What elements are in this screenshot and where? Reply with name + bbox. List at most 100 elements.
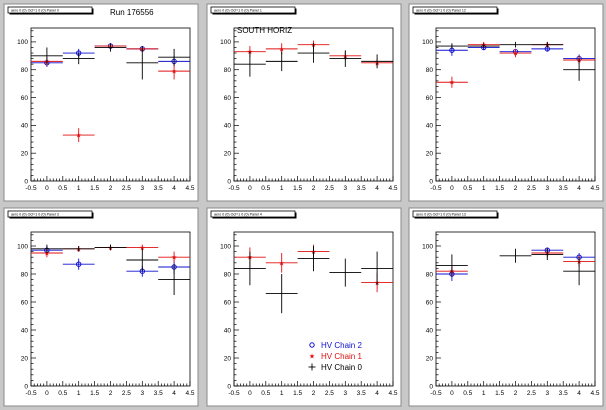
x-tick-label: 0 <box>450 390 454 397</box>
panel-title: aero 0 (0) Oct=1 0 (0) Panel 4 <box>214 212 262 216</box>
x-tick-label: 4.5 <box>590 390 599 397</box>
data-point <box>94 43 127 52</box>
star-marker: ★ <box>171 68 177 76</box>
x-tick-label: 4.5 <box>388 390 397 397</box>
x-tick-label: 4 <box>172 185 176 192</box>
legend-label: HV Chain 1 <box>321 352 362 361</box>
panel-title: aero 0 (0) Oct=1 0 (0) Panel 0 <box>11 8 59 12</box>
x-tick-label: 0.5 <box>463 185 472 192</box>
data-point <box>31 47 63 65</box>
chart-panel-5: aero 0 (0) Oct=1 0 (0) Panel 13-0.5 0 0.5 1… <box>408 207 604 407</box>
panel-title: aero 0 (0) Oct=1 0 (0) Panel 12 <box>416 8 466 12</box>
star-marker: ★ <box>171 254 177 262</box>
x-tick-label: 3 <box>140 185 144 192</box>
x-tick-label: 0 <box>450 185 454 192</box>
panel-title: aero 0 (0) Oct=1 0 (0) Panel 13 <box>416 212 466 216</box>
circle-marker <box>76 261 82 267</box>
x-tick-label: 3.5 <box>559 185 568 192</box>
x-tick-label: 3 <box>343 390 347 397</box>
y-tick-label: 100 <box>422 243 433 250</box>
x-tick-label: 4.5 <box>185 390 194 397</box>
data-point: ★ <box>158 62 190 80</box>
data-point <box>361 251 393 286</box>
star-marker: ★ <box>279 259 285 267</box>
data-point <box>467 43 500 49</box>
x-tick-label: 1 <box>280 390 284 397</box>
x-tick-label: -0.5 <box>228 390 240 397</box>
x-tick-label: -0.5 <box>430 390 442 397</box>
y-tick-label: 80 <box>21 67 29 74</box>
legend-entry: HV Chain 0 <box>308 363 362 372</box>
panel-title: aero 0 (0) Oct=1 0 (0) Panel 3 <box>11 212 59 216</box>
y-tick-label: 80 <box>426 271 434 278</box>
x-tick-label: 3.5 <box>559 390 568 397</box>
x-tick-label: 3.5 <box>154 390 163 397</box>
x-tick-label: 4 <box>172 390 176 397</box>
y-tick-label: 0 <box>227 178 231 185</box>
series-hv-chain-0 <box>234 246 393 314</box>
data-point <box>234 251 266 286</box>
data-point <box>297 43 330 63</box>
data-point <box>62 53 95 65</box>
data-point <box>158 48 190 66</box>
y-tick-label: 20 <box>224 355 232 362</box>
y-tick-label: 0 <box>227 383 231 390</box>
data-point <box>499 41 532 48</box>
x-tick-label: 1.5 <box>90 185 99 192</box>
star-marker: ★ <box>76 132 82 140</box>
data-point <box>31 244 63 253</box>
y-tick-label: 0 <box>429 383 433 390</box>
x-tick-label: 3.5 <box>154 185 163 192</box>
x-tick-label: 4.5 <box>185 185 194 192</box>
x-tick-label: 2 <box>514 390 518 397</box>
star-marker: ★ <box>449 79 455 87</box>
x-tick-label: 3 <box>343 185 347 192</box>
x-tick-label: 2.5 <box>527 390 536 397</box>
panel-frame <box>3 207 199 407</box>
x-tick-label: 1.5 <box>495 390 504 397</box>
x-tick-label: 4 <box>375 185 379 192</box>
x-tick-label: 2.5 <box>122 185 131 192</box>
x-tick-label: 1 <box>280 185 284 192</box>
y-tick-label: 0 <box>24 383 28 390</box>
star-marker: ★ <box>279 45 285 53</box>
star-marker: ★ <box>512 50 518 58</box>
chart-panel-2: aero 0 (0) Oct=1 0 (0) Panel 12-0.5 0 0.5 1… <box>408 3 604 202</box>
y-tick-label: 60 <box>224 95 232 102</box>
data-point <box>436 254 468 277</box>
y-tick-label: 100 <box>422 39 433 46</box>
chart-panel-0: aero 0 (0) Oct=1 0 (0) Panel 0-0.5 0 0.5 1 1… <box>3 3 199 202</box>
x-tick-label: 0 <box>248 390 252 397</box>
x-tick-label: 0 <box>45 390 49 397</box>
y-tick-label: 20 <box>21 355 29 362</box>
legend-star-marker: ★ <box>309 353 315 361</box>
panel-frame <box>206 207 402 407</box>
y-tick-label: 80 <box>224 271 232 278</box>
legend-label: HV Chain 0 <box>321 363 362 372</box>
x-tick-label: 2.5 <box>122 390 131 397</box>
x-tick-label: 2 <box>514 185 518 192</box>
series-hv-chain-0 <box>234 43 393 77</box>
data-point <box>436 43 468 49</box>
data-point <box>563 257 595 286</box>
legend-label: HV Chain 2 <box>321 341 362 350</box>
x-tick-label: 2 <box>109 185 113 192</box>
y-tick-label: 60 <box>426 299 434 306</box>
y-tick-label: 60 <box>21 95 29 102</box>
x-tick-label: 4 <box>375 390 379 397</box>
x-tick-label: 0.5 <box>58 390 67 397</box>
panel-title-box <box>7 6 93 14</box>
data-point <box>361 54 393 69</box>
x-tick-label: 0.5 <box>261 185 270 192</box>
data-point <box>94 244 127 251</box>
data-point <box>234 51 266 77</box>
data-point <box>329 258 362 287</box>
y-tick-label: 20 <box>224 150 232 157</box>
x-tick-label: 4.5 <box>388 185 397 192</box>
x-tick-label: 0 <box>248 185 252 192</box>
y-tick-label: 40 <box>21 327 29 334</box>
y-tick-label: 80 <box>21 271 29 278</box>
chart-panel-4: aero 0 (0) Oct=1 0 (0) Panel 4-0.5 0 0.5 1 1… <box>206 207 402 407</box>
legend-entry: HV Chain 2 <box>309 341 362 350</box>
